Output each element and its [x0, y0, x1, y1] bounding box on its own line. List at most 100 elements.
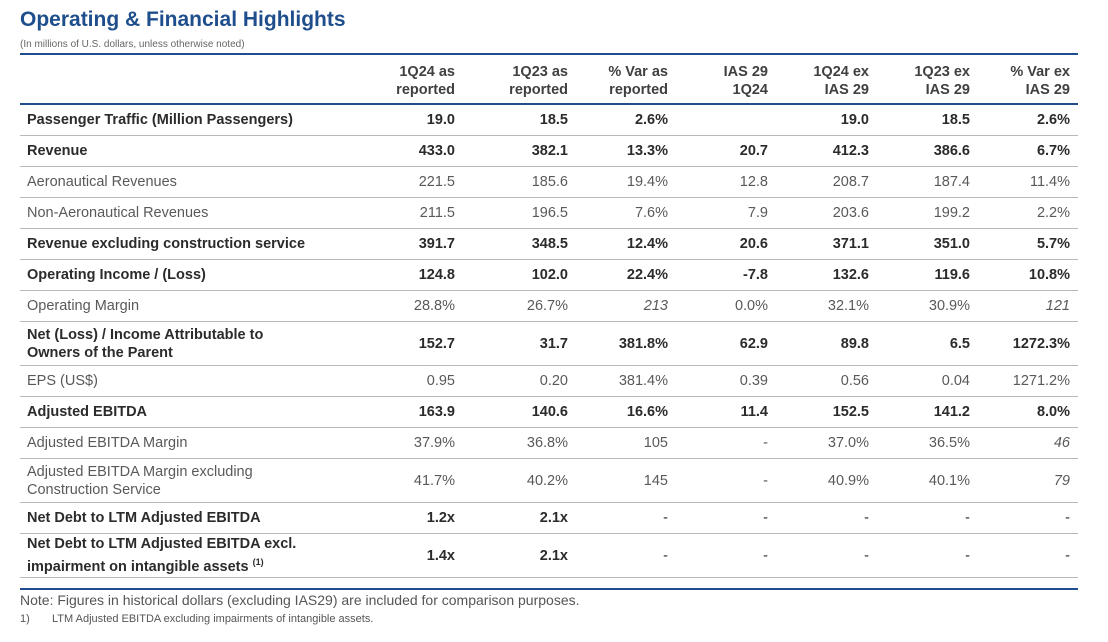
cell: 0.39	[676, 365, 776, 397]
cell: 32.1%	[776, 290, 877, 322]
column-header: 1Q23 ex IAS 29	[877, 55, 978, 105]
row-label: Adjusted EBITDA Margin	[20, 427, 361, 459]
highlights-table: 1Q24 as reported 1Q23 as reported % Var as…	[20, 55, 1078, 578]
cell: 381.8%	[576, 321, 676, 366]
cell: 10.8%	[978, 259, 1078, 291]
table-row: EPS (US$) 0.95 0.20 381.4% 0.39 0.56 0.0…	[20, 365, 1078, 397]
row-label: Operating Income / (Loss)	[20, 259, 361, 291]
table-row: Operating Margin 28.8% 26.7% 213 0.0% 32…	[20, 290, 1078, 322]
cell: -	[877, 533, 978, 578]
cell: 211.5	[361, 197, 463, 229]
cell: -	[576, 502, 676, 534]
units-subtitle: (In millions of U.S. dollars, unless oth…	[20, 39, 245, 50]
footnote-text: LTM Adjusted EBITDA excluding impairment…	[52, 613, 374, 625]
cell: 371.1	[776, 228, 877, 260]
cell: 7.9	[676, 197, 776, 229]
cell: 7.6%	[576, 197, 676, 229]
table-row: Net Debt to LTM Adjusted EBITDA 1.2x 2.1…	[20, 502, 1078, 534]
cell: 46	[978, 427, 1078, 459]
table-row: Net (Loss) / Income Attributable to Owner…	[20, 321, 1078, 366]
cell: 0.04	[877, 365, 978, 397]
cell: 433.0	[361, 135, 463, 167]
column-header: % Var as reported	[576, 55, 676, 105]
row-label: Net Debt to LTM Adjusted EBITDA	[20, 502, 361, 534]
table-header-row: 1Q24 as reported 1Q23 as reported % Var as…	[20, 55, 1078, 105]
cell: 124.8	[361, 259, 463, 291]
row-label: Net (Loss) / Income Attributable to Owner…	[20, 321, 361, 366]
cell: 20.7	[676, 135, 776, 167]
cell: -	[978, 533, 1078, 578]
cell: 37.0%	[776, 427, 877, 459]
cell: 391.7	[361, 228, 463, 260]
cell: 1272.3%	[978, 321, 1078, 366]
cell: 18.5	[463, 104, 576, 136]
cell: 1.2x	[361, 502, 463, 534]
cell: 36.8%	[463, 427, 576, 459]
column-header: % Var ex IAS 29	[978, 55, 1078, 105]
column-header: IAS 29 1Q24	[676, 55, 776, 105]
table-row: Aeronautical Revenues 221.5 185.6 19.4% …	[20, 166, 1078, 198]
footnote: 1) LTM Adjusted EBITDA excluding impairme…	[20, 613, 373, 625]
cell: 40.2%	[463, 458, 576, 503]
cell: 2.1x	[463, 533, 576, 578]
table-row: Adjusted EBITDA Margin excluding Construc…	[20, 458, 1078, 503]
table-row: Net Debt to LTM Adjusted EBITDA excl. imp…	[20, 533, 1078, 578]
cell: -	[676, 458, 776, 503]
row-label: Revenue excluding construction service	[20, 228, 361, 260]
cell: 19.4%	[576, 166, 676, 198]
cell: 119.6	[877, 259, 978, 291]
cell: -	[978, 502, 1078, 534]
cell: 36.5%	[877, 427, 978, 459]
header-label-cell	[20, 55, 361, 105]
page-title: Operating & Financial Highlights	[20, 8, 346, 31]
cell: 1.4x	[361, 533, 463, 578]
table-top-rule	[20, 53, 1078, 55]
cell: 5.7%	[978, 228, 1078, 260]
row-label: Net Debt to LTM Adjusted EBITDA excl. imp…	[20, 533, 361, 578]
cell: 185.6	[463, 166, 576, 198]
row-label: Passenger Traffic (Million Passengers)	[20, 104, 361, 136]
cell: 11.4	[676, 396, 776, 428]
cell: 348.5	[463, 228, 576, 260]
cell: 1271.2%	[978, 365, 1078, 397]
table-row: Adjusted EBITDA 163.9 140.6 16.6% 11.4 1…	[20, 396, 1078, 428]
cell: -	[676, 427, 776, 459]
cell: 30.9%	[877, 290, 978, 322]
cell: 140.6	[463, 396, 576, 428]
table-bottom-rule	[20, 588, 1078, 590]
cell: 213	[576, 290, 676, 322]
cell: -	[776, 533, 877, 578]
cell: 152.7	[361, 321, 463, 366]
comparison-note: Note: Figures in historical dollars (exc…	[20, 592, 580, 608]
cell: 13.3%	[576, 135, 676, 167]
cell: 102.0	[463, 259, 576, 291]
table-row: Revenue 433.0 382.1 13.3% 20.7 412.3 386…	[20, 135, 1078, 167]
cell: 2.6%	[978, 104, 1078, 136]
cell: 2.6%	[576, 104, 676, 136]
cell: 22.4%	[576, 259, 676, 291]
cell: 152.5	[776, 396, 877, 428]
cell: 0.20	[463, 365, 576, 397]
cell: -	[776, 502, 877, 534]
cell: 89.8	[776, 321, 877, 366]
cell: 11.4%	[978, 166, 1078, 198]
cell: 141.2	[877, 396, 978, 428]
cell: 79	[978, 458, 1078, 503]
cell: 40.9%	[776, 458, 877, 503]
cell: 20.6	[676, 228, 776, 260]
cell: 203.6	[776, 197, 877, 229]
cell: 132.6	[776, 259, 877, 291]
cell: 16.6%	[576, 396, 676, 428]
table-row: Non-Aeronautical Revenues 211.5 196.5 7.…	[20, 197, 1078, 229]
cell: 12.4%	[576, 228, 676, 260]
cell: 105	[576, 427, 676, 459]
footnote-number: 1)	[20, 613, 30, 625]
column-header: 1Q23 as reported	[463, 55, 576, 105]
row-label: EPS (US$)	[20, 365, 361, 397]
cell: 121	[978, 290, 1078, 322]
cell: 31.7	[463, 321, 576, 366]
cell: 187.4	[877, 166, 978, 198]
row-label: Adjusted EBITDA	[20, 396, 361, 428]
cell: 6.7%	[978, 135, 1078, 167]
cell: 145	[576, 458, 676, 503]
